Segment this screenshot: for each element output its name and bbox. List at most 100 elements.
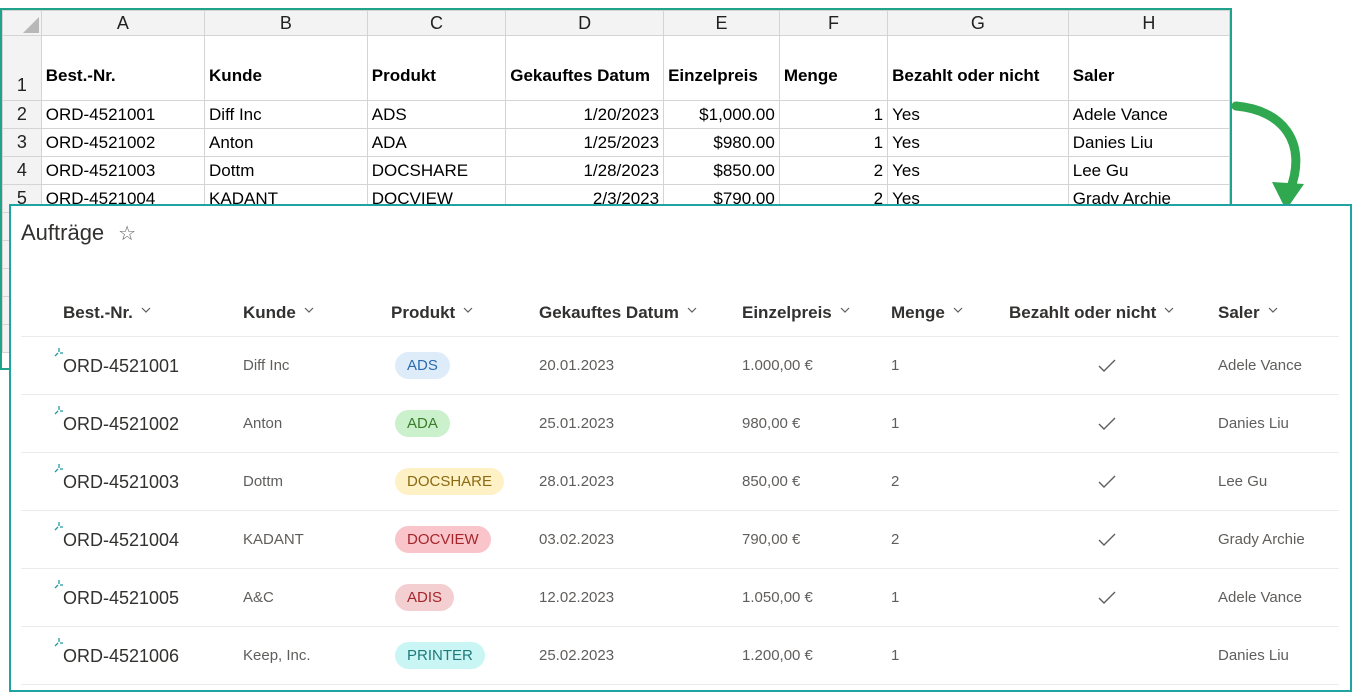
cell[interactable]: Lee Gu bbox=[1067, 156, 1230, 185]
chevron-down-icon bbox=[953, 307, 963, 313]
order-number[interactable]: ORD-4521005 bbox=[63, 588, 180, 608]
purchase-date: 03.02.2023 bbox=[539, 531, 615, 548]
list-row[interactable]: ORD-4521006 Keep, Inc. PRINTER 25.02.2023 1.… bbox=[21, 627, 1339, 685]
sharepoint-list: Aufträge ☆ Best.-Nr. Kunde Produkt Gekau… bbox=[9, 204, 1352, 692]
column-label: Einzelpreis bbox=[742, 303, 832, 322]
paid-cell bbox=[1098, 337, 1116, 394]
column-einzelpreis[interactable]: Einzelpreis bbox=[742, 290, 850, 336]
cell[interactable]: Adele Vance bbox=[1067, 100, 1230, 129]
product-badge: ADA bbox=[395, 410, 450, 437]
unit-price: 1.050,00 € bbox=[742, 589, 813, 606]
product-cell: ADIS bbox=[395, 569, 455, 626]
saler: Lee Gu bbox=[1218, 473, 1268, 490]
column-menge[interactable]: Menge bbox=[891, 290, 963, 336]
cell[interactable]: Dottm bbox=[204, 156, 368, 185]
column-header-g[interactable]: G bbox=[887, 10, 1069, 36]
row-header[interactable]: 1 bbox=[2, 35, 42, 101]
column-saler[interactable]: Saler bbox=[1218, 290, 1278, 336]
favorite-star-icon[interactable]: ☆ bbox=[118, 222, 137, 245]
cell[interactable]: 1/25/2023 bbox=[505, 128, 665, 157]
product-badge: DOCVIEW bbox=[395, 526, 491, 553]
list-row[interactable]: ORD-4521001 Diff Inc ADS 20.01.2023 1.000,00… bbox=[21, 337, 1339, 395]
cell[interactable]: $850.00 bbox=[663, 156, 780, 185]
column-header-c[interactable]: C bbox=[366, 10, 507, 36]
paid-cell bbox=[1098, 511, 1116, 568]
column-header-f[interactable]: F bbox=[778, 10, 889, 36]
cell[interactable]: Danies Liu bbox=[1067, 128, 1230, 157]
purchase-date: 12.02.2023 bbox=[539, 589, 615, 606]
cell-header[interactable]: Produkt bbox=[366, 35, 507, 101]
column-header-b[interactable]: B bbox=[204, 10, 368, 36]
cell[interactable]: ORD-4521003 bbox=[40, 156, 206, 185]
product-cell: DOCVIEW bbox=[395, 511, 491, 568]
cell-header[interactable]: Einzelpreis bbox=[663, 35, 780, 101]
customer: Dottm bbox=[243, 473, 284, 490]
cell-header[interactable]: Best.-Nr. bbox=[40, 35, 206, 101]
select-all-corner[interactable] bbox=[2, 10, 42, 36]
new-item-icon bbox=[54, 464, 63, 473]
list-header: Aufträge ☆ bbox=[21, 220, 136, 246]
purchase-date: 25.01.2023 bbox=[539, 415, 615, 432]
list-row[interactable]: ORD-4521005 A&C ADIS 12.02.2023 1.050,00 € 1 A… bbox=[21, 569, 1339, 627]
cell[interactable]: $980.00 bbox=[663, 128, 780, 157]
column-gekauftes-datum[interactable]: Gekauftes Datum bbox=[539, 290, 697, 336]
quantity: 1 bbox=[891, 357, 900, 374]
order-number[interactable]: ORD-4521004 bbox=[63, 530, 180, 550]
column-produkt[interactable]: Produkt bbox=[391, 290, 473, 336]
product-badge: DOCSHARE bbox=[395, 468, 505, 495]
list-row[interactable]: ORD-4521004 KADANT DOCVIEW 03.02.2023 790,00… bbox=[21, 511, 1339, 569]
cell[interactable]: Yes bbox=[887, 128, 1069, 157]
cell[interactable]: ORD-4521002 bbox=[40, 128, 206, 157]
chevron-down-icon bbox=[687, 307, 697, 313]
column-best-nr[interactable]: Best.-Nr. bbox=[63, 290, 151, 336]
chevron-down-icon bbox=[1164, 307, 1174, 313]
cell[interactable]: Yes bbox=[887, 100, 1069, 129]
customer: Keep, Inc. bbox=[243, 647, 311, 664]
column-bezahlt-oder-nicht[interactable]: Bezahlt oder nicht bbox=[1009, 290, 1174, 336]
new-item-icon bbox=[54, 406, 63, 415]
cell[interactable]: ORD-4521001 bbox=[40, 100, 206, 129]
list-row[interactable]: ORD-4521003 Dottm DOCSHARE 28.01.2023 850,00… bbox=[21, 453, 1339, 511]
order-number[interactable]: ORD-4521002 bbox=[63, 414, 180, 434]
cell-header[interactable]: Gekauftes Datum bbox=[505, 35, 665, 101]
new-item-icon bbox=[54, 522, 63, 531]
column-header-a[interactable]: A bbox=[40, 10, 206, 36]
cell[interactable]: Yes bbox=[887, 156, 1069, 185]
row-header[interactable]: 2 bbox=[2, 100, 42, 129]
cell-header[interactable]: Saler bbox=[1067, 35, 1230, 101]
cell-header[interactable]: Menge bbox=[778, 35, 889, 101]
unit-price: 1.000,00 € bbox=[742, 357, 813, 374]
column-label: Menge bbox=[891, 303, 945, 322]
list-row[interactable]: ORD-4521002 Anton ADA 25.01.2023 980,00 € 1 Da… bbox=[21, 395, 1339, 453]
order-number[interactable]: ORD-4521001 bbox=[63, 356, 180, 376]
column-header-h[interactable]: H bbox=[1067, 10, 1230, 36]
column-header-d[interactable]: D bbox=[505, 10, 665, 36]
cell[interactable]: 1 bbox=[778, 128, 889, 157]
cell[interactable]: 1/28/2023 bbox=[505, 156, 665, 185]
cell[interactable]: 2 bbox=[778, 156, 889, 185]
order-number[interactable]: ORD-4521003 bbox=[63, 472, 180, 492]
column-header-e[interactable]: E bbox=[663, 10, 780, 36]
cell[interactable]: ADS bbox=[366, 100, 507, 129]
order-number[interactable]: ORD-4521006 bbox=[63, 646, 180, 666]
cell[interactable]: ADA bbox=[366, 128, 507, 157]
cell[interactable]: DOCSHARE bbox=[366, 156, 507, 185]
cell[interactable]: $1,000.00 bbox=[663, 100, 780, 129]
checkmark-icon bbox=[1098, 417, 1116, 430]
row-header[interactable]: 4 bbox=[2, 156, 42, 185]
customer: A&C bbox=[243, 589, 274, 606]
column-kunde[interactable]: Kunde bbox=[243, 290, 314, 336]
purchase-date: 20.01.2023 bbox=[539, 357, 615, 374]
product-badge: PRINTER bbox=[395, 642, 485, 669]
row-header[interactable]: 3 bbox=[2, 128, 42, 157]
cell-header[interactable]: Kunde bbox=[204, 35, 368, 101]
cell[interactable]: Anton bbox=[204, 128, 368, 157]
unit-price: 790,00 € bbox=[742, 531, 801, 548]
cell[interactable]: 1 bbox=[778, 100, 889, 129]
product-cell: PRINTER bbox=[395, 627, 485, 684]
quantity: 1 bbox=[891, 647, 900, 664]
cell[interactable]: Diff Inc bbox=[204, 100, 368, 129]
cell[interactable]: 1/20/2023 bbox=[505, 100, 665, 129]
column-label: Bezahlt oder nicht bbox=[1009, 303, 1157, 322]
cell-header[interactable]: Bezahlt oder nicht bbox=[887, 35, 1069, 101]
